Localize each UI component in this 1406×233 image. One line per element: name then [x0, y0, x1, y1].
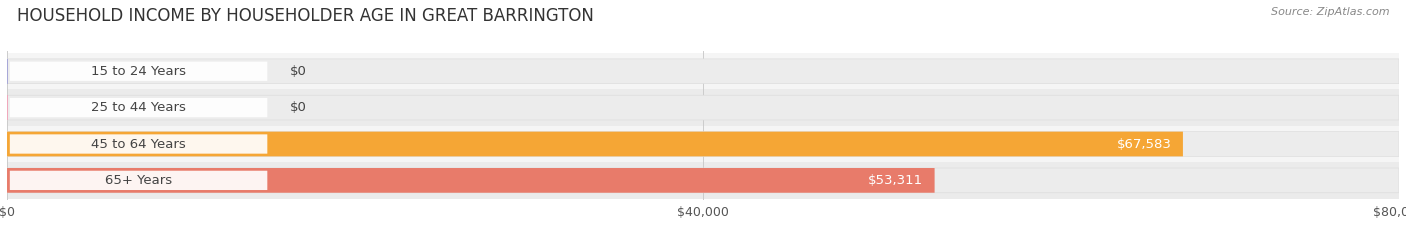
FancyBboxPatch shape — [7, 132, 1182, 156]
FancyBboxPatch shape — [10, 62, 267, 81]
Text: $67,583: $67,583 — [1116, 137, 1171, 151]
FancyBboxPatch shape — [7, 89, 1399, 126]
Text: HOUSEHOLD INCOME BY HOUSEHOLDER AGE IN GREAT BARRINGTON: HOUSEHOLD INCOME BY HOUSEHOLDER AGE IN G… — [17, 7, 593, 25]
FancyBboxPatch shape — [7, 53, 1399, 89]
Text: Source: ZipAtlas.com: Source: ZipAtlas.com — [1271, 7, 1389, 17]
Text: 25 to 44 Years: 25 to 44 Years — [91, 101, 186, 114]
FancyBboxPatch shape — [7, 59, 1399, 84]
Text: $0: $0 — [290, 101, 307, 114]
FancyBboxPatch shape — [10, 98, 267, 117]
FancyBboxPatch shape — [10, 134, 267, 154]
FancyBboxPatch shape — [7, 95, 1399, 120]
Text: $0: $0 — [290, 65, 307, 78]
FancyBboxPatch shape — [7, 168, 935, 193]
FancyBboxPatch shape — [7, 132, 1399, 156]
FancyBboxPatch shape — [7, 162, 1399, 199]
FancyBboxPatch shape — [7, 168, 1399, 193]
Text: $53,311: $53,311 — [869, 174, 924, 187]
FancyBboxPatch shape — [10, 171, 267, 190]
Text: 65+ Years: 65+ Years — [105, 174, 172, 187]
Text: 45 to 64 Years: 45 to 64 Years — [91, 137, 186, 151]
Text: 15 to 24 Years: 15 to 24 Years — [91, 65, 186, 78]
FancyBboxPatch shape — [7, 126, 1399, 162]
